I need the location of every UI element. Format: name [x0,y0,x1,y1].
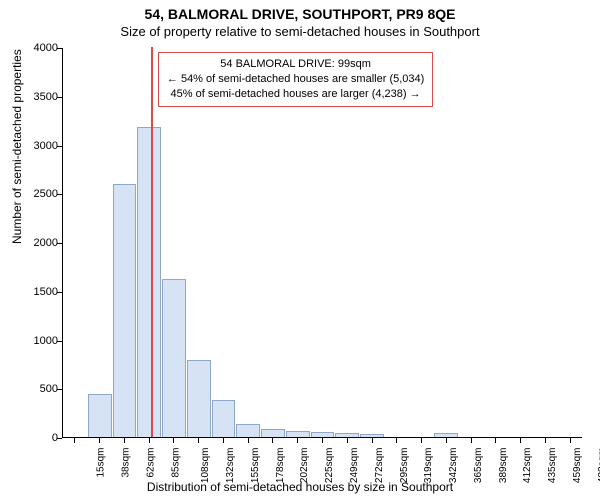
x-tick-label: 155sqm [250,448,261,484]
x-tick-label: 389sqm [498,448,509,484]
y-tick-label: 3000 [34,140,58,152]
x-tick-mark [272,438,273,443]
reference-line [151,47,153,437]
y-tick-label: 2500 [34,188,58,200]
x-tick-label: 132sqm [225,448,236,484]
histogram-bar [360,434,384,437]
x-tick-mark [347,438,348,443]
x-tick-mark [520,438,521,443]
x-tick-mark [495,438,496,443]
x-tick-mark [124,438,125,443]
x-tick-label: 202sqm [300,448,311,484]
x-tick-label: 295sqm [399,448,410,484]
annotation-line: 45% of semi-detached houses are larger (… [167,87,424,102]
y-tick-mark [57,389,62,390]
histogram-bar [335,433,359,437]
x-tick-label: 342sqm [448,448,459,484]
x-tick-mark [396,438,397,443]
y-tick-mark [57,292,62,293]
x-tick-label: 108sqm [201,448,212,484]
x-tick-label: 319sqm [423,448,434,484]
x-tick-mark [149,438,150,443]
x-tick-label: 459sqm [572,448,583,484]
y-tick-mark [57,243,62,244]
x-tick-mark [173,438,174,443]
y-tick-mark [57,194,62,195]
y-tick-mark [57,341,62,342]
chart-title-sub: Size of property relative to semi-detach… [0,22,600,39]
x-tick-mark [545,438,546,443]
x-tick-label: 85sqm [170,448,181,478]
histogram-bar [212,400,236,437]
y-axis-label: Number of semi-detached properties [10,49,24,244]
y-tick-label: 500 [40,383,58,395]
y-tick-mark [57,48,62,49]
y-tick-mark [57,97,62,98]
histogram-bar [88,394,112,437]
y-tick-label: 1000 [34,335,58,347]
x-tick-label: 15sqm [96,448,107,478]
x-tick-label: 435sqm [547,448,558,484]
x-tick-mark [99,438,100,443]
y-tick-mark [57,146,62,147]
histogram-bar [187,360,211,437]
x-tick-mark [372,438,373,443]
histogram-chart: 05001000150020002500300035004000 15sqm38… [62,48,582,438]
x-tick-label: 272sqm [374,448,385,484]
annotation-box: 54 BALMORAL DRIVE: 99sqm ← 54% of semi-d… [158,52,433,107]
x-tick-mark [198,438,199,443]
x-tick-mark [421,438,422,443]
histogram-bar [434,433,458,437]
y-tick-label: 3500 [34,91,58,103]
x-tick-mark [297,438,298,443]
x-tick-label: 365sqm [473,448,484,484]
x-tick-mark [446,438,447,443]
x-tick-mark [322,438,323,443]
histogram-bar [261,429,285,437]
x-tick-mark [223,438,224,443]
x-tick-mark [248,438,249,443]
x-tick-mark [74,438,75,443]
y-tick-mark [57,438,62,439]
y-tick-label: 4000 [34,42,58,54]
histogram-bar [137,127,161,437]
x-tick-label: 62sqm [145,448,156,478]
histogram-bar [236,424,260,437]
chart-title-main: 54, BALMORAL DRIVE, SOUTHPORT, PR9 8QE [0,0,600,22]
x-tick-mark [471,438,472,443]
y-tick-label: 2000 [34,237,58,249]
histogram-bar [311,432,335,437]
x-tick-label: 38sqm [121,448,132,478]
x-tick-label: 412sqm [522,448,533,484]
x-tick-label: 225sqm [324,448,335,484]
annotation-line: ← 54% of semi-detached houses are smalle… [167,72,424,87]
histogram-bar [113,184,137,438]
y-tick-label: 1500 [34,286,58,298]
x-tick-mark [570,438,571,443]
histogram-bar [286,431,310,437]
annotation-line: 54 BALMORAL DRIVE: 99sqm [167,57,424,72]
x-tick-label: 249sqm [349,448,360,484]
histogram-bar [162,279,186,437]
x-tick-label: 178sqm [275,448,286,484]
x-axis-label: Distribution of semi-detached houses by … [0,480,600,494]
